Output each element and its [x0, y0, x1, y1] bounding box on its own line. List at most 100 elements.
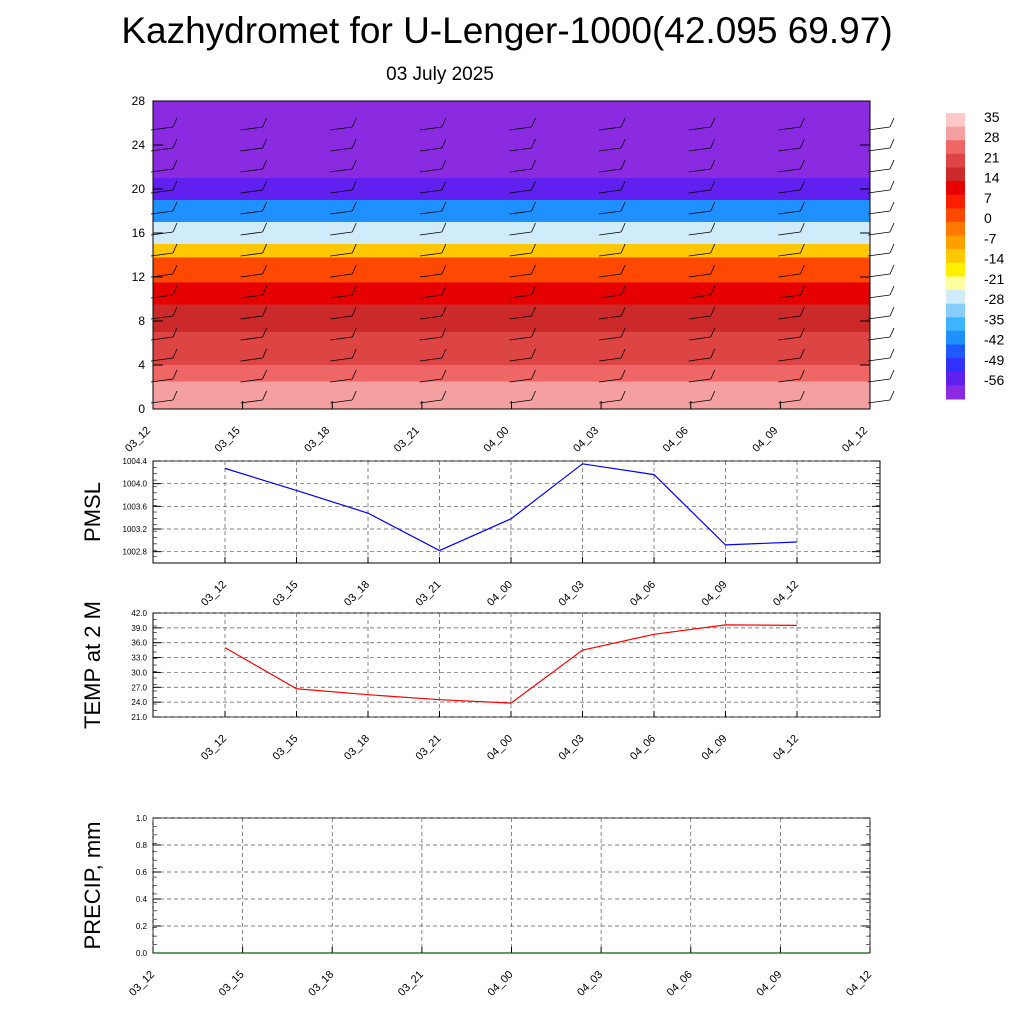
wind-barb — [240, 336, 263, 341]
wind-barb — [867, 189, 891, 194]
heatmap-band — [153, 101, 870, 178]
wind-barb-flag — [889, 201, 895, 212]
wind-barb-flag — [710, 348, 716, 359]
y-tick-label: 24.0 — [131, 698, 147, 707]
wind-barb — [240, 210, 263, 215]
heatmap-band — [153, 178, 870, 200]
wind-barb — [778, 357, 801, 362]
wind-barb — [419, 168, 442, 173]
wind-barb-flag — [351, 327, 357, 338]
colorbar-swatch — [946, 262, 965, 277]
wind-barb — [509, 294, 532, 299]
colorbar-swatch — [946, 371, 965, 386]
wind-barb — [867, 210, 891, 215]
wind-barb — [599, 168, 622, 173]
wind-barb-flag — [531, 390, 536, 401]
x-tick-label: 03_12 — [199, 733, 229, 763]
wind-barb — [867, 315, 891, 320]
wind-barb-flag — [620, 369, 626, 380]
y-tick-label: 12 — [132, 270, 146, 284]
colorbar-swatch — [946, 153, 965, 168]
wind-barb — [150, 315, 174, 320]
wind-barb — [150, 357, 174, 362]
x-tick-label: 03_21 — [414, 579, 444, 609]
colorbar-label: 21 — [984, 149, 1000, 165]
wind-barb-flag — [710, 180, 716, 191]
wind-barb-flag — [351, 201, 357, 212]
chart-title: Kazhydromet for U-Lenger-1000(42.095 69.… — [121, 10, 893, 51]
wind-barb-flag — [531, 159, 536, 170]
x-tick-label: 04_00 — [485, 733, 515, 763]
wind-barb-flag — [172, 138, 178, 149]
colorbar-label: -42 — [984, 332, 1004, 348]
heatmap-band — [153, 282, 870, 305]
x-tick-label: 04_00 — [482, 425, 512, 455]
wind-barb — [240, 189, 263, 194]
heatmap-band — [153, 304, 870, 332]
wind-barb-flag — [800, 117, 805, 128]
x-tick-label: 03_21 — [392, 425, 422, 455]
wind-barb — [150, 210, 174, 215]
wind-barb-flag — [262, 201, 267, 212]
wind-barb-flag — [262, 369, 267, 380]
wind-barb-flag — [710, 285, 716, 296]
wind-barb-flag — [351, 390, 357, 401]
colorbar-swatch — [946, 358, 965, 373]
pmsl-panel: 1002.8 1003.2 1003.6 1004.0 1004.4 03_12 03_15… — [80, 457, 881, 609]
y-tick-label: 1003.6 — [123, 502, 148, 511]
wind-barb-flag — [620, 285, 626, 296]
wind-barb — [509, 252, 532, 257]
wind-barb — [867, 399, 891, 404]
wind-barb-flag — [172, 327, 178, 338]
x-tick-label: 04_09 — [700, 579, 730, 609]
y-axis-label: PRECIP, mm — [80, 822, 105, 950]
wind-barb — [599, 399, 622, 404]
wind-barb — [509, 189, 532, 194]
wind-barb-flag — [889, 369, 895, 380]
wind-barb — [240, 294, 263, 299]
wind-barb-flag — [531, 264, 536, 275]
wind-barb — [599, 357, 622, 362]
y-tick-label: 42.0 — [131, 609, 147, 618]
wind-barb — [509, 336, 532, 341]
wind-barb-flag — [620, 348, 626, 359]
colorbar-swatch — [946, 303, 965, 318]
wind-barb — [330, 231, 353, 236]
wind-barb — [330, 336, 353, 341]
colorbar-label: 0 — [984, 210, 992, 226]
wind-barb-flag — [889, 222, 895, 233]
wind-barb — [330, 147, 353, 152]
colorbar-label: -28 — [984, 291, 1004, 307]
wind-barb-flag — [441, 201, 447, 212]
wind-barb — [778, 336, 801, 341]
wind-barb-flag — [262, 138, 267, 149]
wind-barb-flag — [441, 264, 447, 275]
colorbar-swatch — [946, 221, 965, 237]
wind-barb-flag — [441, 348, 447, 359]
wind-barb — [778, 231, 801, 236]
y-tick-label: 0.0 — [136, 949, 148, 958]
wind-barb — [778, 189, 801, 194]
wind-barb-flag — [620, 159, 626, 170]
wind-barb-flag — [262, 306, 267, 317]
plot-frame — [152, 460, 881, 564]
colorbar-swatch — [946, 140, 965, 155]
wind-barb-flag — [889, 243, 895, 254]
wind-barb-flag — [531, 285, 536, 296]
wind-barb-flag — [531, 222, 536, 233]
wind-barb — [240, 147, 263, 152]
wind-barb — [150, 336, 174, 341]
colorbar-swatch — [946, 235, 965, 250]
plot-frame — [152, 612, 881, 718]
wind-barb — [150, 399, 174, 404]
wind-barb — [599, 147, 622, 152]
wind-barb-flag — [531, 138, 536, 149]
y-tick-label: 16 — [132, 226, 146, 240]
wind-barb-flag — [441, 327, 447, 338]
colorbar-swatch — [946, 113, 965, 128]
wind-barb-flag — [889, 264, 895, 275]
wind-barb-flag — [620, 117, 626, 128]
wind-barb-flag — [172, 390, 178, 401]
y-axis-label: PMSL — [80, 482, 105, 542]
x-tick-label: 03_18 — [342, 733, 372, 763]
